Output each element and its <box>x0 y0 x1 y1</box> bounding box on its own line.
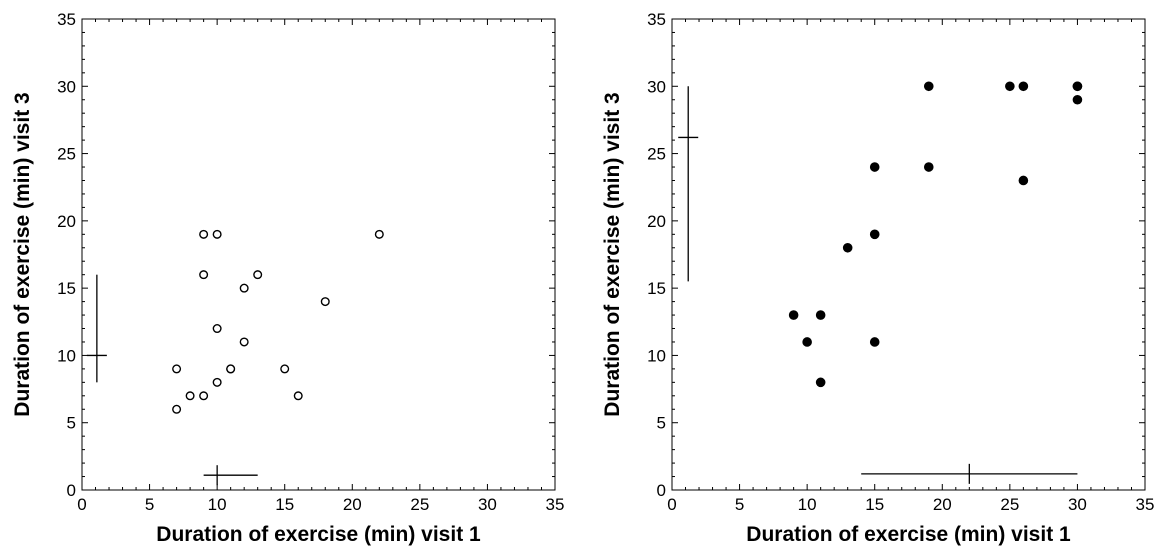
data-point <box>172 364 182 374</box>
x-tick-label: 0 <box>77 495 86 514</box>
x-tick-label: 5 <box>735 495 744 514</box>
data-point <box>212 324 222 334</box>
data-point <box>869 229 880 240</box>
data-point <box>199 391 209 401</box>
y-tick-label: 35 <box>57 10 76 29</box>
x-axis-title: Duration of exercise (min) visit 1 <box>156 523 481 546</box>
data-point <box>815 310 826 320</box>
x-tick-label: 15 <box>275 495 294 514</box>
y-tick-label: 5 <box>657 414 666 433</box>
data-point <box>293 391 303 401</box>
x-tick-label: 15 <box>865 495 884 514</box>
y-tick-label: 30 <box>57 77 76 96</box>
y-tick-label: 10 <box>647 346 666 365</box>
y-tick-label: 20 <box>647 212 666 231</box>
x-tick-label: 20 <box>343 495 362 514</box>
data-point <box>239 283 249 293</box>
data-point <box>802 337 812 347</box>
data-point <box>1018 175 1029 186</box>
plot-frame <box>81 18 556 491</box>
x-tick-label: 20 <box>933 495 952 514</box>
y-tick-label: 15 <box>57 279 76 298</box>
y-tick-label: 30 <box>647 77 666 96</box>
y-tick-label: 20 <box>57 212 76 231</box>
y-axis-title: Duration of exercise (min) visit 3 <box>11 92 34 416</box>
x-tick-label: 25 <box>1000 495 1019 514</box>
data-point <box>199 229 209 239</box>
x-tick-label: 35 <box>546 495 565 514</box>
x-tick-label: 10 <box>798 495 817 514</box>
x-tick-label: 25 <box>410 495 429 514</box>
data-point <box>374 229 384 239</box>
data-point <box>212 229 222 239</box>
data-point <box>199 270 209 280</box>
data-point <box>172 404 182 414</box>
chart-panel-2: 0 5 10 15 20 25 30 35 0 5 10 15 20 25 30 35 Duration of … <box>601 10 1154 546</box>
data-point <box>280 364 290 374</box>
data-point <box>923 162 934 172</box>
y-tick-label: 25 <box>647 145 666 164</box>
y-tick-label: 35 <box>647 10 666 29</box>
x-tick-label: 0 <box>667 495 676 514</box>
x-tick-label: 35 <box>1136 495 1154 514</box>
data-point <box>869 337 880 347</box>
y-tick-label: 0 <box>657 481 666 500</box>
data-point <box>842 242 853 253</box>
y-tick-label: 10 <box>57 346 76 365</box>
x-tick-label: 10 <box>208 495 227 514</box>
x-tick-label: 5 <box>145 495 154 514</box>
data-point <box>226 364 236 374</box>
data-point <box>212 377 222 387</box>
x-axis-title: Duration of exercise (min) visit 1 <box>746 523 1071 546</box>
data-point <box>185 391 195 401</box>
data-point <box>1072 94 1083 105</box>
y-tick-label: 5 <box>67 414 76 433</box>
chart-panel-1: 0 5 10 15 20 25 30 35 0 5 10 15 20 25 30 35 Duration of … <box>11 10 564 546</box>
data-point <box>788 310 799 320</box>
x-tick-label: 30 <box>478 495 497 514</box>
data-point <box>320 297 330 307</box>
data-point <box>1018 81 1029 92</box>
data-point <box>1005 81 1015 92</box>
data-point <box>239 337 249 347</box>
data-point <box>869 162 880 172</box>
y-tick-label: 15 <box>647 279 666 298</box>
y-axis-title: Duration of exercise (min) visit 3 <box>601 92 624 416</box>
data-point <box>253 270 263 280</box>
data-point <box>923 81 934 92</box>
y-tick-label: 25 <box>57 145 76 164</box>
plot-frame <box>671 18 1146 491</box>
data-point <box>1072 81 1083 92</box>
y-tick-label: 0 <box>67 481 76 500</box>
x-tick-label: 30 <box>1068 495 1087 514</box>
data-point <box>815 377 826 388</box>
